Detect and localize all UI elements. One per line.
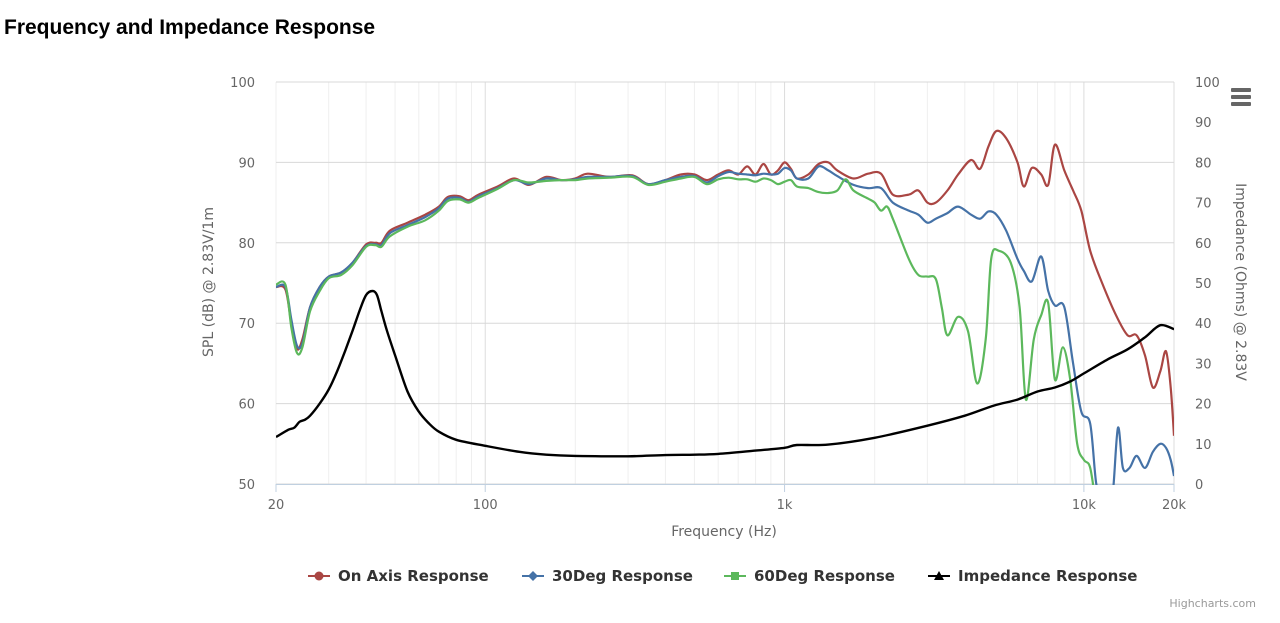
x-axis-tick-label: 20k [1162, 498, 1187, 513]
credits-link[interactable]: Highcharts.com [1169, 597, 1256, 610]
y-axis-right-tick-label: 100 [1195, 76, 1220, 91]
y-axis-left-tick-label: 60 [238, 398, 255, 413]
series-line-1 [276, 129, 1174, 436]
diamond-marker-icon [528, 571, 538, 581]
y-axis-right-tick-label: 30 [1195, 357, 1212, 372]
x-axis-tick-label: 10k [1072, 498, 1097, 513]
x-axis-tick-label: 1k [777, 498, 793, 513]
legend-item-1[interactable]: On Axis Response [308, 567, 489, 585]
y-axis-right-tick-label: 70 [1195, 197, 1212, 212]
legend-label: 30Deg Response [552, 567, 693, 585]
x-axis-title: Frequency (Hz) [671, 524, 777, 540]
y-axis-left-tick-label: 100 [230, 76, 255, 91]
y-axis-right-tick-label: 90 [1195, 116, 1212, 131]
y-axis-right-tick-label: 0 [1195, 478, 1203, 493]
menu-bar [1231, 102, 1251, 106]
y-axis-right-tick-label: 20 [1195, 398, 1212, 413]
y-axis-left-tick-label: 90 [238, 156, 255, 171]
y-axis-right-tick-label: 80 [1195, 156, 1212, 171]
series-line-2 [276, 165, 1174, 485]
circle-marker-icon [314, 571, 324, 581]
series-line-3 [276, 175, 1095, 485]
legend: On Axis Response 30Deg Response 60Deg Resp… [308, 567, 1137, 585]
axes: 50 60 70 80 90 100 0 10 20 30 40 50 60 70 80 90 100 20 100… [230, 76, 1220, 513]
y-axis-right-tick-label: 60 [1195, 237, 1212, 252]
page-title: Frequency and Impedance Response [4, 16, 376, 39]
menu-bar [1231, 88, 1251, 92]
series-line-4 [276, 289, 1174, 458]
triangle-marker-icon [934, 571, 944, 580]
legend-label: 60Deg Response [754, 567, 895, 585]
legend-item-2[interactable]: 30Deg Response [522, 567, 693, 585]
y-axis-left-tick-label: 50 [238, 478, 255, 493]
legend-item-3[interactable]: 60Deg Response [724, 567, 895, 585]
x-axis-tick-label: 20 [268, 498, 285, 513]
y-axis-left-tick-label: 80 [238, 237, 255, 252]
hamburger-menu-icon[interactable] [1226, 84, 1256, 110]
x-axis-tick-label: 100 [473, 498, 498, 513]
grid-lines [275, 81, 1175, 485]
y-axis-left-tick-label: 70 [238, 317, 255, 332]
legend-label: Impedance Response [958, 567, 1137, 585]
y-axis-right-tick-label: 10 [1195, 438, 1212, 453]
y-axis-right-title: Impedance (Ohms) @ 2.83V [1232, 183, 1248, 381]
menu-bar [1231, 95, 1251, 99]
series-lines [276, 129, 1174, 485]
y-axis-right-tick-label: 50 [1195, 277, 1212, 292]
y-axis-right-tick-label: 40 [1195, 317, 1212, 332]
y-axis-left-title: SPL (dB) @ 2.83V/1m [201, 207, 217, 357]
legend-label: On Axis Response [338, 567, 489, 585]
legend-item-4[interactable]: Impedance Response [928, 567, 1137, 585]
square-marker-icon [731, 572, 739, 580]
